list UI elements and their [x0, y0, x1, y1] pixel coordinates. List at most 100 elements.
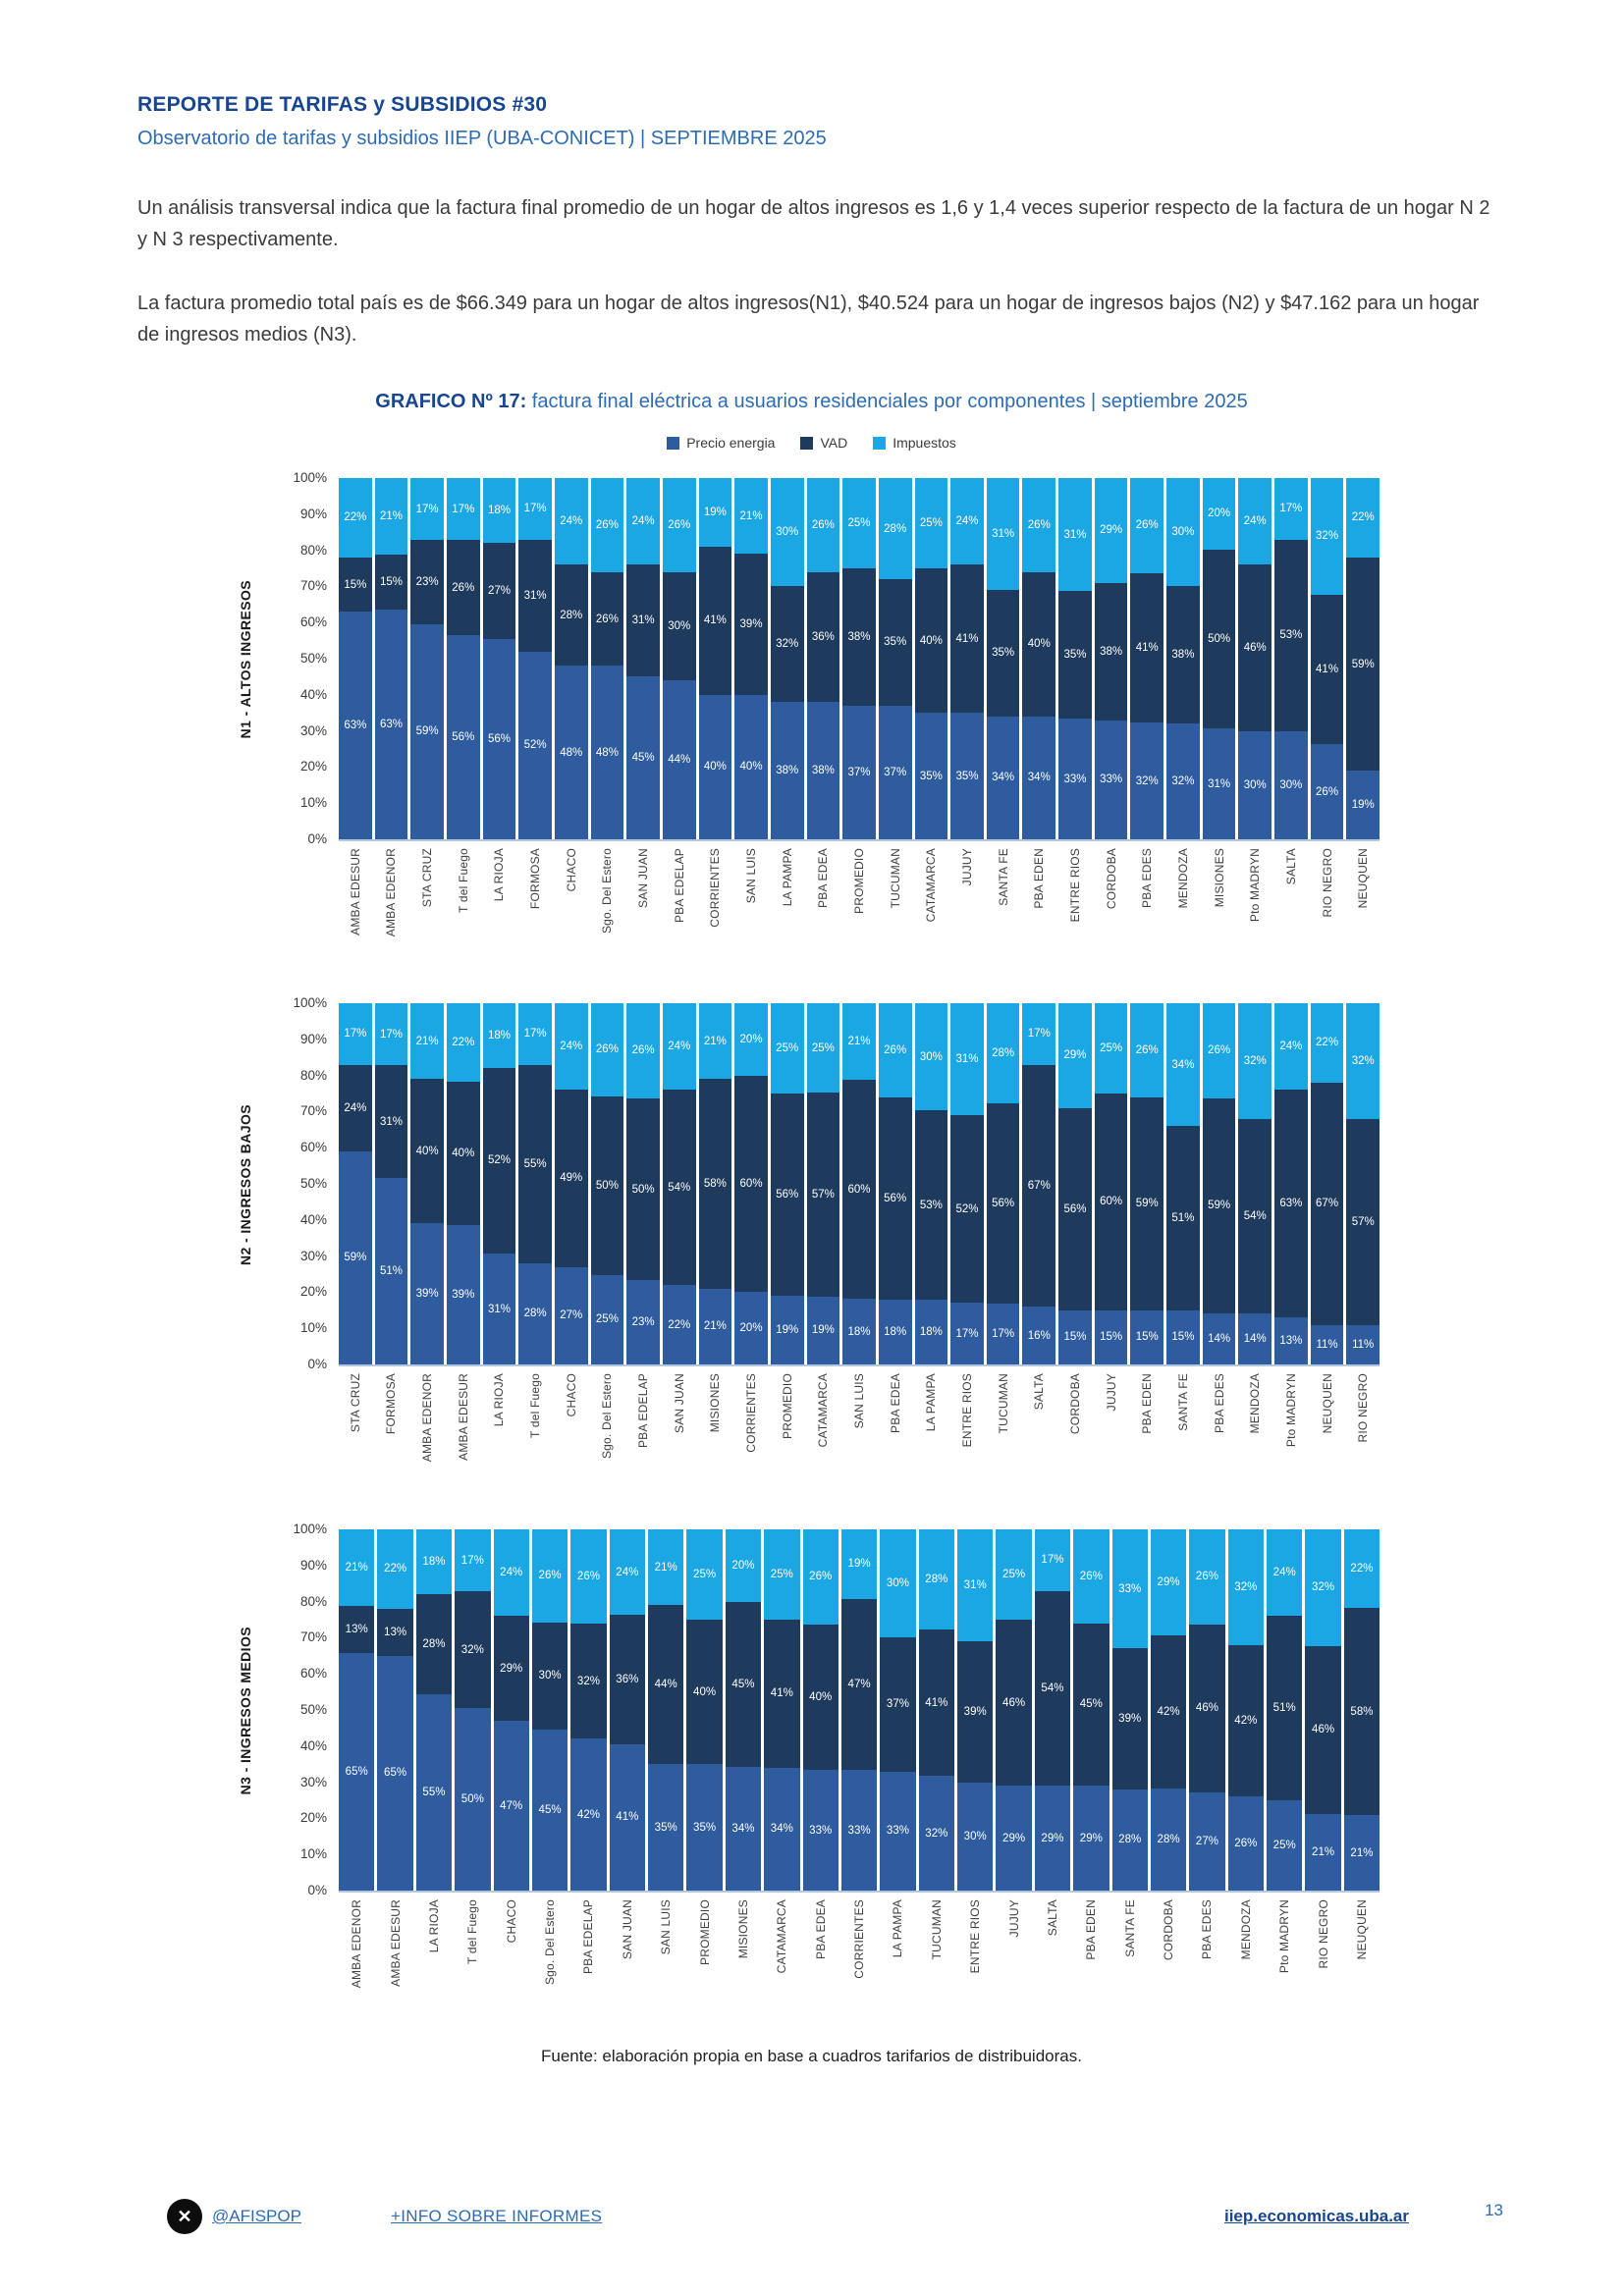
category-label: AMBA EDENOR — [420, 1373, 435, 1463]
category-label: PBA EDES — [1200, 1899, 1215, 1959]
segment-value-label: 29% — [1157, 1575, 1180, 1588]
segment-value-label: 56% — [487, 732, 511, 745]
section-label-text: N3 - INGRESOS MEDIOS — [238, 1627, 253, 1795]
impuestos-segment: 24% — [554, 478, 588, 565]
impuestos-segment: 34% — [1166, 1003, 1200, 1127]
stacked-bar: 29% 38% 33% — [1094, 478, 1128, 839]
precio-segment: 27% — [554, 1266, 588, 1364]
vad-segment: 49% — [554, 1090, 588, 1267]
stacked-bar: 30% 38% 32% — [1166, 478, 1200, 839]
segment-value-label: 38% — [811, 765, 835, 777]
stacked-bar: 25% 40% 35% — [686, 1529, 723, 1891]
vad-segment: 56% — [986, 1103, 1020, 1305]
stacked-bar: 30% 32% 38% — [770, 478, 804, 839]
segment-value-label: 32% — [776, 638, 799, 651]
x-axis-label: CHACO — [494, 1893, 529, 2032]
segment-value-label: 41% — [703, 614, 727, 627]
stacked-bar: 30% 37% 33% — [880, 1529, 916, 1891]
vad-segment: 67% — [1310, 1082, 1344, 1325]
category-label: MISIONES — [708, 1373, 723, 1433]
y-axis-tick: 100% — [293, 1522, 327, 1536]
impuestos-segment: 17% — [1274, 478, 1308, 540]
stacked-bar: 28% 41% 32% — [918, 1529, 954, 1891]
legend-label: Precio energia — [686, 435, 776, 451]
vad-segment: 36% — [609, 1615, 645, 1744]
segment-value-label: 17% — [523, 503, 547, 515]
category-label: PBA EDELAP — [672, 848, 686, 924]
segment-value-label: 52% — [487, 1154, 511, 1167]
x-axis-label: TUCUMAN — [987, 1366, 1020, 1506]
section-label-text: N2 - INGRESOS BAJOS — [238, 1104, 253, 1265]
category-label: Sgo. Del Estero — [600, 848, 615, 934]
afispop-link[interactable]: @AFISPOP — [212, 2207, 301, 2225]
segment-value-label: 41% — [770, 1687, 793, 1700]
y-axis-tick: 50% — [299, 1176, 327, 1191]
y-axis-tick: 0% — [307, 1883, 327, 1897]
x-axis-label: CORRIENTES — [734, 1366, 768, 1506]
y-axis-tick: 100% — [293, 470, 327, 485]
precio-segment: 21% — [1343, 1815, 1380, 1891]
segment-value-label: 28% — [1118, 1834, 1142, 1846]
stacked-bar: 31% 35% 34% — [986, 478, 1020, 839]
stacked-bar: 21% 44% 35% — [648, 1529, 684, 1891]
impuestos-segment: 17% — [446, 478, 480, 541]
segment-value-label: 39% — [1118, 1713, 1142, 1726]
segment-value-label: 21% — [847, 1036, 871, 1048]
segment-value-label: 26% — [1027, 518, 1051, 531]
precio-segment: 22% — [662, 1285, 696, 1364]
legend-swatch-icon — [800, 436, 814, 450]
more-info-link[interactable]: +INFO SOBRE INFORMES — [391, 2207, 603, 2225]
stacked-bar: 26% 36% 38% — [806, 478, 840, 839]
x-axis-label: PBA EDELAP — [663, 841, 696, 981]
segment-value-label: 53% — [919, 1199, 943, 1211]
segment-value-label: 29% — [1041, 1832, 1064, 1844]
precio-segment: 34% — [764, 1767, 800, 1891]
vad-segment: 32% — [770, 586, 804, 703]
precio-segment: 31% — [482, 1254, 516, 1364]
vad-segment: 41% — [1130, 572, 1164, 723]
precio-segment: 17% — [950, 1303, 984, 1364]
vad-segment: 13% — [377, 1608, 413, 1656]
segment-value-label: 17% — [1041, 1554, 1064, 1567]
category-label: PBA EDEA — [813, 1899, 828, 1959]
segment-value-label: 26% — [1316, 785, 1339, 798]
precio-segment: 28% — [518, 1262, 552, 1364]
segment-value-label: 30% — [776, 526, 799, 539]
segment-value-label: 31% — [955, 1053, 979, 1066]
segment-value-label: 24% — [668, 1041, 691, 1053]
segment-value-label: 31% — [631, 614, 655, 627]
category-label: CATAMARCA — [816, 1373, 831, 1448]
segment-value-label: 30% — [1279, 778, 1303, 791]
iiep-site-link[interactable]: iiep.economicas.uba.ar — [1223, 2207, 1409, 2225]
category-label: JUJUY — [1104, 1373, 1118, 1412]
vad-segment: 57% — [1346, 1118, 1380, 1325]
stacked-bar: 17% 54% 29% — [1034, 1529, 1071, 1891]
x-axis-label: FORMOSA — [375, 1366, 408, 1506]
precio-segment: 48% — [590, 666, 624, 839]
category-label: LA PAMPA — [780, 848, 794, 907]
x-logo-icon[interactable]: ✕ — [167, 2199, 202, 2234]
category-label: PBA EDEN — [1032, 848, 1047, 909]
segment-value-label: 33% — [809, 1824, 833, 1837]
segment-value-label: 21% — [703, 1320, 727, 1333]
precio-segment: 33% — [1058, 719, 1092, 839]
segment-value-label: 23% — [631, 1316, 655, 1329]
segment-value-label: 35% — [1063, 649, 1087, 662]
segment-value-label: 22% — [1316, 1037, 1339, 1049]
stacked-bar: 20% 60% 20% — [734, 1003, 768, 1364]
impuestos-segment: 20% — [734, 1003, 768, 1076]
segment-value-label: 32% — [460, 1643, 484, 1656]
segment-value-label: 25% — [1002, 1569, 1026, 1580]
impuestos-segment: 26% — [1130, 478, 1164, 573]
category-label: CORRIENTES — [708, 848, 723, 928]
segment-value-label: 42% — [1157, 1705, 1180, 1718]
section-label-n2: N2 - INGRESOS BAJOS — [226, 1003, 265, 1366]
chart-n2-ingresos-bajos: N2 - INGRESOS BAJOS 100% 90% 80% 70% 60% 50% 4… — [226, 995, 1380, 1506]
precio-segment: 28% — [1150, 1788, 1187, 1891]
category-label: CORRIENTES — [744, 1373, 759, 1453]
vad-segment: 31% — [374, 1065, 408, 1179]
precio-segment: 25% — [590, 1274, 624, 1364]
x-axis-label: Sgo. Del Estero — [591, 841, 624, 981]
segment-value-label: 50% — [631, 1183, 655, 1196]
impuestos-segment: 26% — [570, 1529, 607, 1624]
